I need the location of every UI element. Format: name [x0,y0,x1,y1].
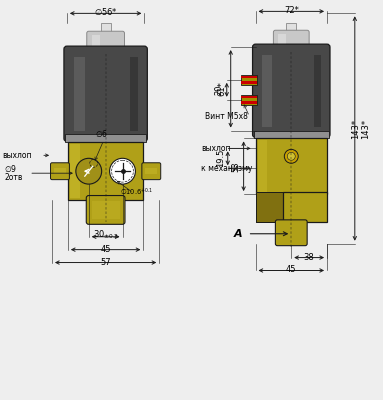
Bar [241,76,257,78]
Text: 143*: 143* [361,118,370,138]
Polygon shape [255,192,283,222]
Text: выхлоп: выхлоп [201,144,231,153]
FancyBboxPatch shape [51,163,69,180]
Text: $\varnothing$10.6$^{+0.1}$: $\varnothing$10.6$^{+0.1}$ [119,186,153,198]
Bar [314,55,321,126]
FancyBboxPatch shape [275,220,307,246]
Text: 19.5: 19.5 [216,149,225,168]
Text: $\varnothing$56*: $\varnothing$56* [94,6,118,17]
Text: 45: 45 [286,266,296,274]
Text: 72*: 72* [284,6,299,15]
FancyBboxPatch shape [273,30,309,53]
FancyBboxPatch shape [252,44,330,138]
Bar [68,142,143,200]
Bar [70,144,80,198]
Bar [241,95,257,105]
Text: выхлоп: выхлоп [2,151,32,160]
Polygon shape [255,192,283,222]
Text: $\varnothing$9: $\varnothing$9 [4,163,17,174]
Text: 2отв: 2отв [4,173,23,182]
Bar [286,23,296,34]
Bar [241,75,257,85]
Bar [74,57,85,130]
Text: 20: 20 [215,84,224,95]
Text: 53: 53 [232,161,241,172]
Bar [92,201,119,219]
Text: 61*: 61* [218,81,227,96]
Bar [92,35,100,51]
Bar [278,34,286,49]
Bar [257,140,267,192]
Bar [145,168,157,174]
Text: к механизму: к механизму [201,164,252,173]
Text: 57: 57 [100,258,111,266]
FancyBboxPatch shape [142,163,161,180]
Text: 45: 45 [100,245,111,254]
Bar [65,134,146,142]
Bar [54,168,66,174]
Text: Винт М5х8: Винт М5х8 [205,112,247,121]
Text: 143*: 143* [351,118,360,138]
Bar [101,23,111,35]
Text: $\varnothing$6: $\varnothing$6 [95,128,108,140]
Text: 30$_{±0.2}$: 30$_{±0.2}$ [93,228,119,241]
Bar [255,192,327,222]
Bar [241,101,257,104]
Bar [241,81,257,84]
Circle shape [287,152,295,160]
FancyBboxPatch shape [87,31,124,55]
Bar [255,138,327,194]
Circle shape [284,149,298,163]
Bar [283,192,327,222]
FancyBboxPatch shape [86,196,125,224]
Text: 38: 38 [304,252,314,262]
Circle shape [76,158,101,184]
Bar [254,130,329,138]
Bar [262,55,272,126]
Circle shape [110,158,136,184]
Bar [131,57,138,130]
FancyBboxPatch shape [64,46,147,142]
Bar [241,96,257,98]
Text: A: A [233,229,242,239]
